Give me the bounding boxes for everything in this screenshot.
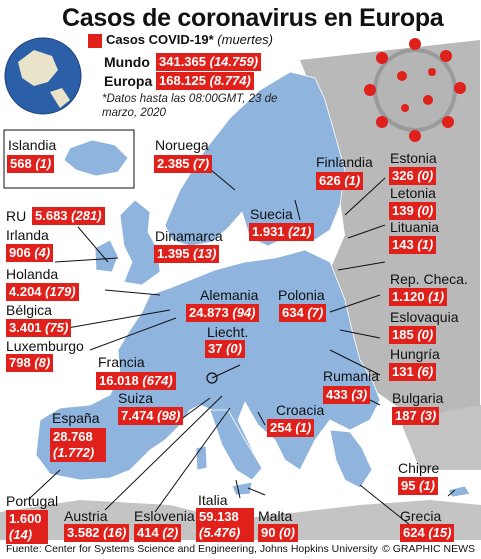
country-name-liecht: Liecht. (207, 324, 249, 340)
country-name-repcheca: Rep. Checa. (390, 271, 468, 287)
iceland-inset-frame (3, 129, 135, 189)
country-value-dinamarca: 1.395 (13) (154, 245, 220, 263)
country-name-dinamarca: Dinamarca (155, 228, 223, 244)
legend-label: Casos COVID-19* (muertes) (106, 32, 273, 47)
country-value-polonia: 634 (7) (279, 304, 327, 322)
country-name-holanda: Holanda (6, 266, 59, 282)
country-name-rumania: Rumania (323, 368, 380, 384)
country-name-suecia: Suecia (250, 206, 293, 222)
world-total-name: Mundo (104, 54, 150, 70)
country-name-belgica: Bélgica (6, 302, 52, 318)
country-value-suecia: 1.931 (21) (249, 223, 315, 241)
country-value-chipre: 95 (1) (398, 477, 438, 495)
greece-shape (329, 429, 373, 489)
country-name-eslovaquia: Eslovaquia (390, 309, 459, 325)
country-name-malta: Malta (258, 508, 293, 524)
country-name-italia: Italia (198, 492, 228, 508)
country-value-eslovenia: 414 (2) (134, 524, 182, 542)
country-value-lituania: 143 (1) (389, 236, 437, 254)
leader-lines (29, 164, 456, 526)
country-value-estonia: 326 (0) (389, 167, 437, 185)
country-name-eslovenia: Eslovenia (134, 508, 195, 524)
country-name-alemania: Alemania (200, 287, 259, 303)
scandinavia-shape (164, 71, 346, 247)
europe-total-name: Europa (104, 73, 153, 89)
country-name-luxemburgo: Luxemburgo (6, 338, 84, 354)
country-name-austria: Austria (64, 508, 108, 524)
country-value-croacia: 254 (1) (267, 419, 315, 437)
country-value-liecht: 37 (0) (205, 340, 245, 358)
liechtenstein-marker (206, 372, 218, 384)
country-value-francia: 16.018 (674) (96, 372, 176, 390)
country-value-islandia: 568 (1) (7, 155, 55, 173)
page-title: Casos de coronavirus en Europa (62, 4, 444, 32)
country-name-irlanda: Irlanda (6, 227, 49, 243)
country-name-hungria: Hungría (390, 346, 440, 362)
legend-swatch (88, 34, 102, 48)
country-value-grecia: 624 (15) (400, 524, 455, 542)
country-value-belgica: 3.401 (75) (6, 319, 72, 337)
country-name-grecia: Grecia (400, 508, 442, 524)
country-value-alemania: 24.873 (94) (186, 304, 259, 322)
country-name-espana: España (52, 410, 100, 426)
country-value-portugal: 1.600 (14) (6, 510, 48, 544)
country-value-suiza: 7.474 (98) (118, 407, 184, 425)
country-name-islandia: Islandia (8, 137, 57, 153)
country-name-portugal: Portugal (6, 493, 59, 509)
country-name-lituania: Lituania (390, 219, 440, 235)
country-value-espana: 28.768 (1.772) (50, 428, 106, 462)
virus-icon (364, 38, 466, 142)
data-note: *Datos hasta las 08:00GMT, 23 de marzo, … (102, 93, 278, 119)
country-name-bulgaria: Bulgaria (392, 390, 444, 406)
country-value-hungria: 131 (6) (389, 363, 437, 381)
ireland-shape (94, 239, 119, 273)
globe-icon (4, 37, 82, 115)
uk-shape (119, 199, 161, 286)
country-name-polonia: Polonia (278, 287, 325, 303)
country-name-letonia: Letonia (390, 185, 436, 201)
country-value-austria: 3.582 (16) (64, 524, 130, 542)
country-value-letonia: 139 (0) (389, 202, 437, 220)
country-name-ru: RU (6, 208, 27, 224)
cyprus-shape (447, 485, 471, 498)
sardinia-shape (195, 445, 208, 471)
country-value-ru: 5.683 (281) (32, 207, 105, 225)
world-total-value: 341.365 (14.759) (156, 53, 262, 71)
country-value-malta: 90 (0) (258, 524, 298, 542)
credit-note: © GRAPHIC NEWS (382, 543, 475, 555)
country-value-bulgaria: 187 (3) (392, 407, 440, 425)
italy-boot-shape (209, 409, 263, 481)
country-name-finlandia: Finlandia (316, 154, 373, 170)
iceland-shape (63, 139, 129, 177)
europe-total-value: 168.125 (8.774) (156, 72, 254, 90)
country-name-croacia: Croacia (276, 402, 325, 418)
country-value-rumania: 433 (3) (323, 386, 371, 404)
russia-region (300, 40, 480, 470)
source-note: Fuente: Center for Systems Science and E… (6, 543, 378, 555)
country-value-irlanda: 906 (4) (6, 244, 54, 262)
country-value-luxemburgo: 798 (8) (6, 354, 54, 372)
country-value-finlandia: 626 (1) (316, 172, 364, 190)
country-value-noruega: 2.385 (7) (154, 155, 213, 173)
country-name-estonia: Estonia (390, 150, 437, 166)
country-name-suiza: Suiza (118, 390, 154, 406)
country-value-holanda: 4.204 (179) (6, 283, 79, 301)
country-value-eslovaquia: 185 (0) (389, 326, 437, 344)
country-name-francia: Francia (98, 354, 145, 370)
country-name-noruega: Noruega (155, 137, 209, 153)
country-name-chipre: Chipre (398, 460, 440, 476)
country-value-repcheca: 1.120 (1) (389, 288, 448, 306)
country-value-italia: 59.138 (5.476) (196, 508, 254, 542)
